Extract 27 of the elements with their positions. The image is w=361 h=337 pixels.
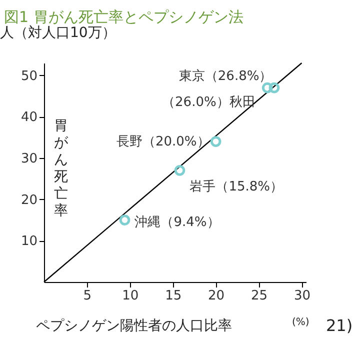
x-tick-label: 15 xyxy=(165,288,182,304)
annotation: 沖縄（9.4%） xyxy=(134,215,220,230)
x-tick-label: 5 xyxy=(83,288,92,304)
y-tick-label: 40 xyxy=(20,110,38,126)
annotation: 岩手（15.8%） xyxy=(190,179,284,194)
point xyxy=(262,82,273,94)
point xyxy=(210,136,222,147)
x-tick-label: 10 xyxy=(122,288,139,304)
y-tick-label: 10 xyxy=(20,234,38,250)
y-tick-label: 20 xyxy=(20,192,38,208)
y-axis-title: 胃がん死亡率 xyxy=(54,118,69,219)
text: 人（対人口10万） xyxy=(0,25,116,41)
point xyxy=(119,214,130,226)
annotation: 東京（26.8%） xyxy=(178,68,272,84)
point xyxy=(174,165,186,176)
x-tick-label: 25 xyxy=(250,288,268,304)
x-tick-label: 20 xyxy=(208,288,225,304)
x-tick-label: 30 xyxy=(294,288,310,304)
annotation: 長野（20.0%） xyxy=(116,134,210,150)
text: (%) xyxy=(292,317,310,328)
text: 21) xyxy=(326,316,353,335)
point xyxy=(268,82,280,94)
x-axis-title: ペプシノゲン陽性者の人口比率 xyxy=(36,318,232,334)
y-tick-label: 30 xyxy=(20,152,38,167)
annotation: （26.0%）秋田 xyxy=(162,94,256,110)
chart-title: 図1 胃がん死亡率とペプシノゲン法 xyxy=(4,8,244,26)
y-tick-label: 50 xyxy=(20,68,38,84)
